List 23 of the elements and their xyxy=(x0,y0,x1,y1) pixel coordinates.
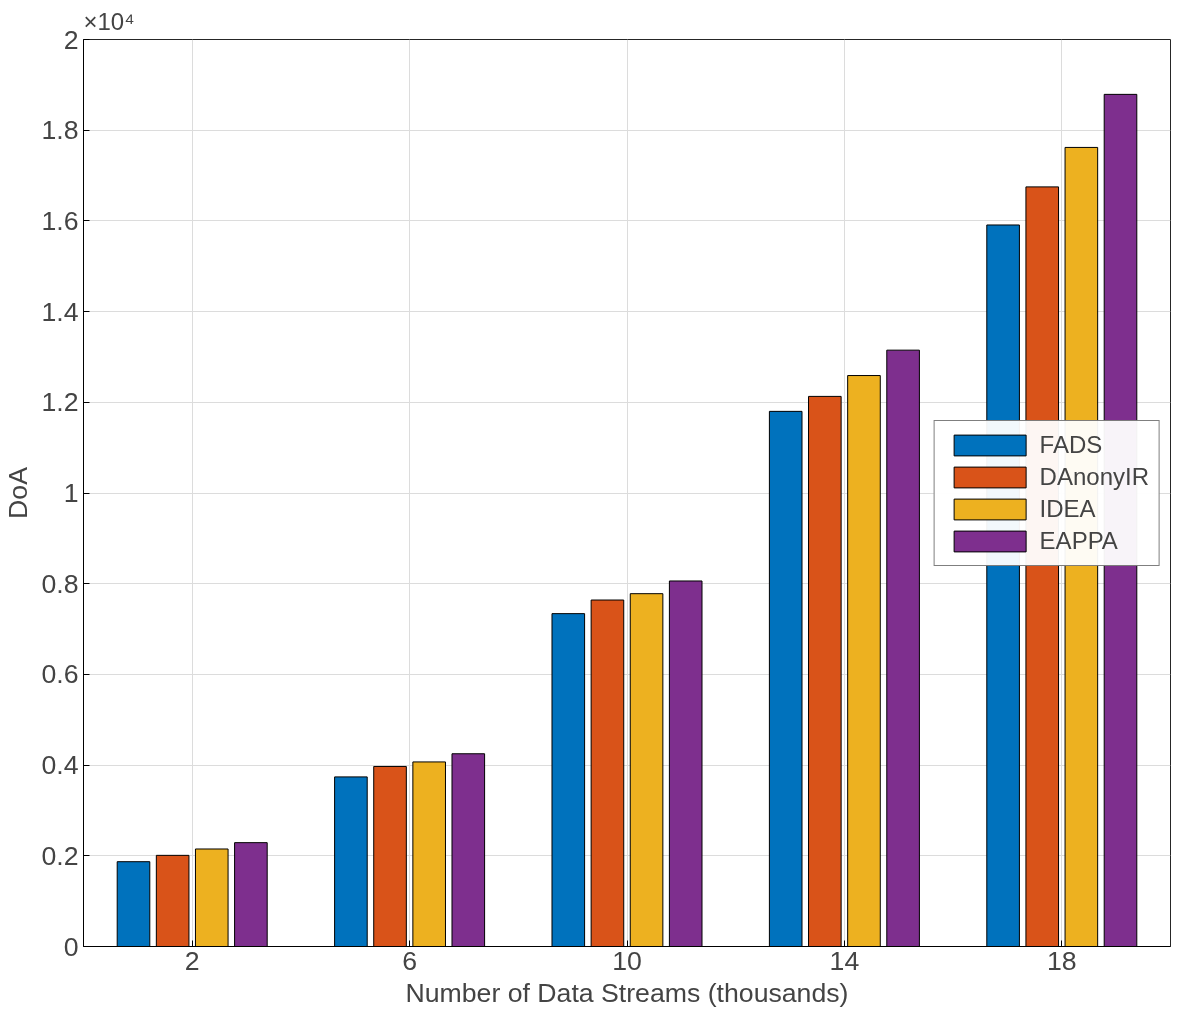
y-tick-label: 0 xyxy=(63,931,79,962)
legend-label: DAnonyIR xyxy=(1039,462,1149,491)
y-tick-label: 1.2 xyxy=(41,387,79,418)
legend-label: EAPPA xyxy=(1039,526,1118,555)
y-tick-label: 1 xyxy=(63,478,79,508)
x-tick-label: 10 xyxy=(612,945,642,976)
y-tick-label: 0.8 xyxy=(41,568,79,599)
legend-label: FADS xyxy=(1039,430,1103,459)
x-tick-label: 6 xyxy=(402,945,418,976)
y-tick-label: 0.2 xyxy=(41,840,79,871)
y-tick-label: 1.8 xyxy=(41,115,79,146)
y-tick-label: 1.4 xyxy=(41,296,79,327)
x-tick-label: 2 xyxy=(184,945,200,976)
x-tick-label: 18 xyxy=(1046,945,1077,976)
y-tick-label: 0.6 xyxy=(41,659,79,690)
y-tick-label: 2 xyxy=(63,24,79,55)
text: ×10⁴ xyxy=(83,7,135,35)
x-axis-title: Number of Data Streams (thousands) xyxy=(405,977,849,1008)
x-tick-label: 14 xyxy=(829,945,860,976)
y-tick-label: 0.4 xyxy=(41,750,79,781)
legend-label: IDEA xyxy=(1039,494,1096,523)
y-tick-label: 1.6 xyxy=(41,205,79,236)
y-axis-title: DoA xyxy=(3,466,34,519)
